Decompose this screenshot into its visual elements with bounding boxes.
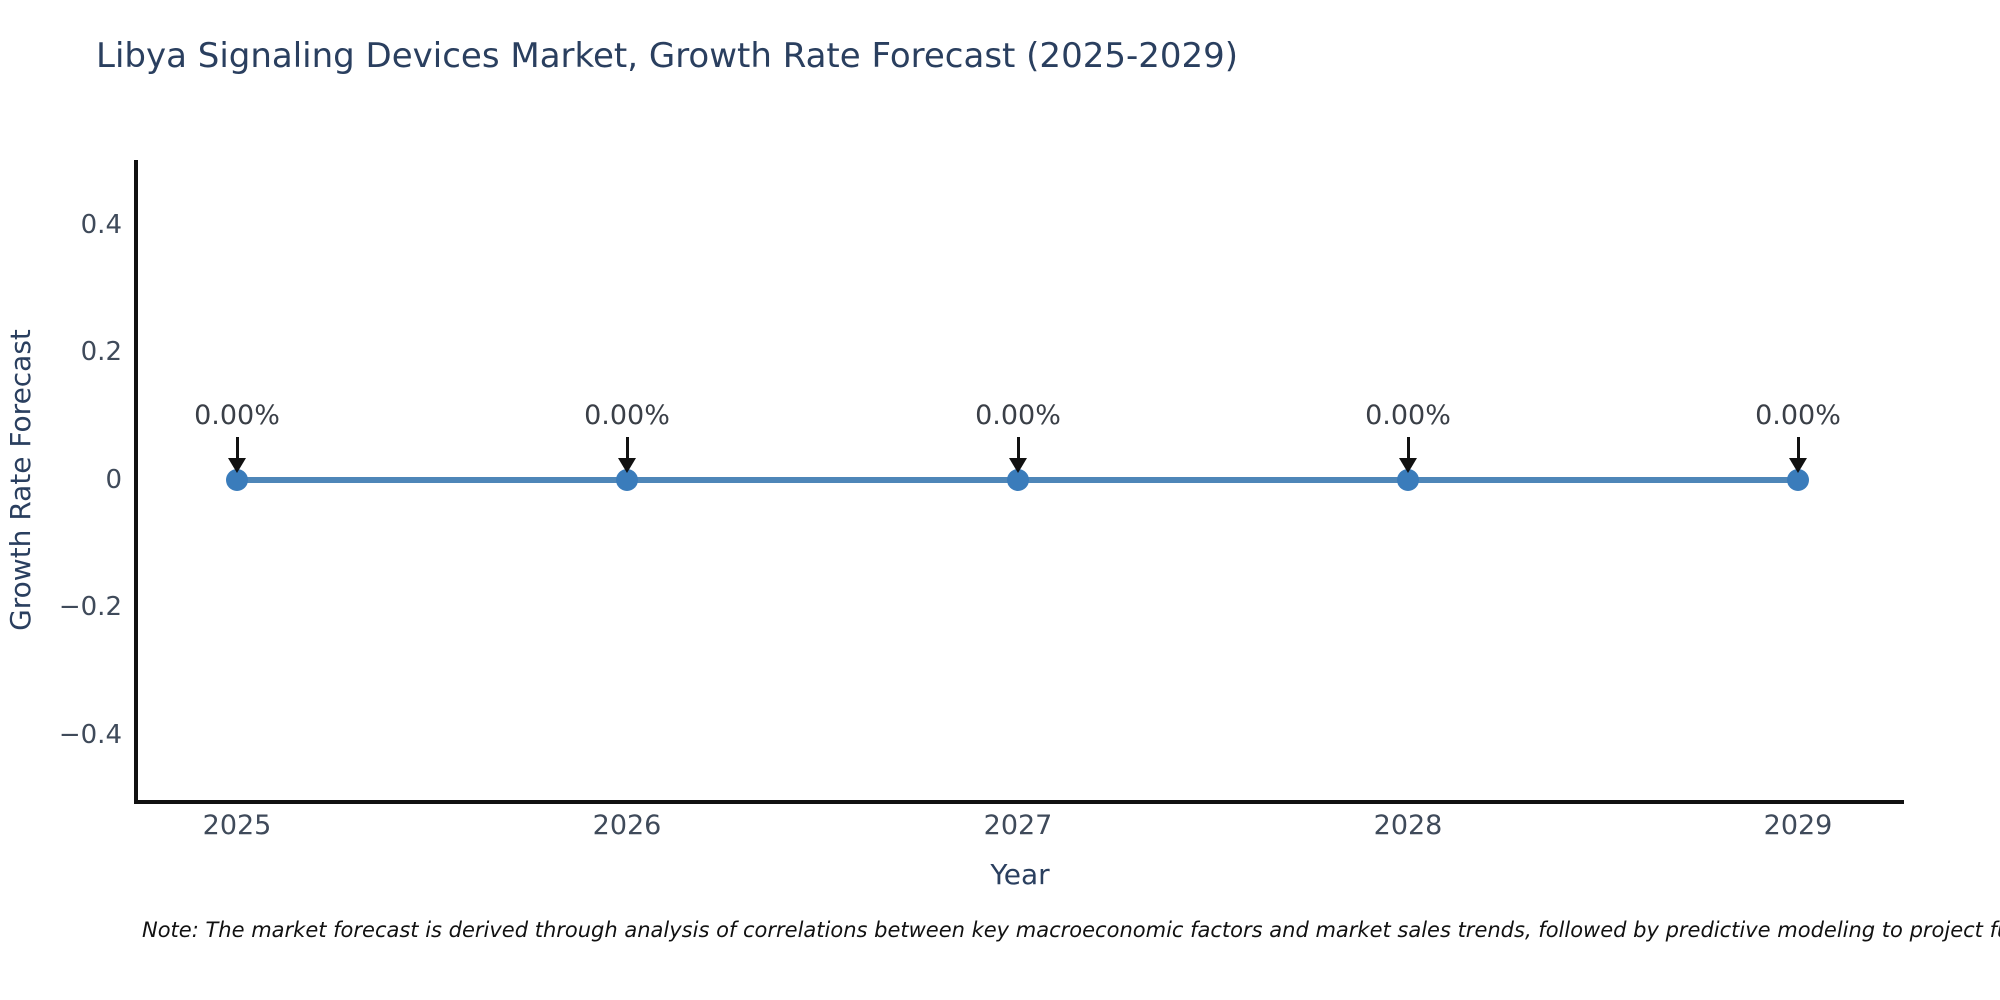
data-point-2027 bbox=[1007, 469, 1029, 491]
data-point-2026 bbox=[616, 469, 638, 491]
point-label-2025: 0.00% bbox=[194, 400, 280, 431]
annotation-arrow bbox=[236, 437, 239, 461]
annotation-arrow bbox=[1797, 437, 1800, 461]
y-axis-line bbox=[134, 160, 138, 804]
y-tick-label: −0.2 bbox=[58, 592, 122, 622]
annotation-arrow bbox=[626, 437, 629, 461]
annotation-arrow bbox=[1017, 437, 1020, 461]
point-label-2029: 0.00% bbox=[1755, 400, 1841, 431]
point-label-2026: 0.00% bbox=[584, 400, 670, 431]
annotation-arrowhead-icon bbox=[1399, 458, 1417, 473]
y-tick-label: 0.2 bbox=[80, 337, 122, 367]
annotation-arrowhead-icon bbox=[618, 458, 636, 473]
y-tick-label: 0.4 bbox=[80, 210, 122, 240]
x-axis-title: Year bbox=[990, 858, 1050, 891]
data-point-2028 bbox=[1397, 469, 1419, 491]
x-tick-label: 2025 bbox=[202, 810, 272, 841]
annotation-arrowhead-icon bbox=[1009, 458, 1027, 473]
point-label-2028: 0.00% bbox=[1365, 400, 1451, 431]
footnote: Note: The market forecast is derived thr… bbox=[142, 918, 2000, 942]
x-tick-label: 2027 bbox=[983, 810, 1053, 841]
point-label-2027: 0.00% bbox=[975, 400, 1061, 431]
data-point-2025 bbox=[226, 469, 248, 491]
chart-title: Libya Signaling Devices Market, Growth R… bbox=[96, 36, 1239, 76]
annotation-arrow bbox=[1407, 437, 1410, 461]
data-point-2029 bbox=[1787, 469, 1809, 491]
y-tick-label: −0.4 bbox=[58, 720, 122, 750]
annotation-arrowhead-icon bbox=[228, 458, 246, 473]
x-tick-label: 2029 bbox=[1763, 810, 1833, 841]
x-axis-line bbox=[134, 800, 1904, 804]
x-tick-label: 2026 bbox=[592, 810, 662, 841]
x-tick-label: 2028 bbox=[1373, 810, 1443, 841]
annotation-arrowhead-icon bbox=[1789, 458, 1807, 473]
y-tick-label: 0 bbox=[105, 465, 122, 495]
